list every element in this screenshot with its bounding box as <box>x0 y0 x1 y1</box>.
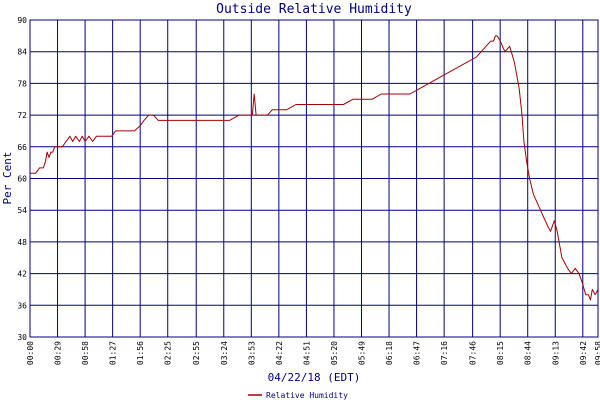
y-tick-label: 72 <box>17 111 27 120</box>
y-tick-label: 54 <box>17 206 27 215</box>
y-tick-label: 30 <box>17 333 27 342</box>
x-tick-label: 02:25 <box>164 341 173 365</box>
x-tick-label: 08:15 <box>496 341 505 365</box>
x-tick-label: 08:44 <box>524 341 533 365</box>
x-tick-label: 02:55 <box>192 341 201 365</box>
x-axis-ticks: 00:00 00:29 00:58 01:27 01:56 02:25 02:55 03:24… <box>26 341 600 365</box>
y-tick-label: 42 <box>17 270 27 279</box>
x-tick-label: 03:53 <box>247 341 256 365</box>
y-tick-label: 36 <box>17 301 27 310</box>
y-tick-label: 84 <box>17 48 27 57</box>
series-group <box>30 35 599 301</box>
series-line-relative-humidity <box>30 35 599 301</box>
y-axis-ticks: 30 36 42 48 54 60 66 72 78 84 90 <box>17 16 27 342</box>
y-tick-label: 66 <box>17 143 27 152</box>
x-tick-label: 09:13 <box>551 341 560 365</box>
x-tick-label: 05:49 <box>357 341 366 365</box>
x-tick-label: 00:00 <box>26 341 35 365</box>
y-tick-label: 90 <box>17 16 27 25</box>
x-axis-label: 04/22/18 (EDT) <box>268 371 361 384</box>
x-tick-label: 00:29 <box>54 341 63 365</box>
x-tick-label: 00:58 <box>81 341 90 365</box>
chart-title: Outside Relative Humidity <box>216 2 412 17</box>
x-tick-label: 04:51 <box>302 341 311 365</box>
legend: Relative Humidity <box>248 391 348 400</box>
x-tick-label: 03:24 <box>220 341 229 365</box>
y-axis-label: Per Cent <box>1 152 14 205</box>
legend-label: Relative Humidity <box>266 391 348 400</box>
x-tick-label: 07:16 <box>440 341 449 365</box>
x-tick-label: 06:18 <box>385 341 394 365</box>
x-tick-label: 01:56 <box>136 341 145 365</box>
x-tick-label: 09:42 <box>579 341 588 365</box>
x-tick-label: 07:46 <box>469 341 478 365</box>
x-tick-label: 09:58 <box>594 341 600 365</box>
x-tick-label: 01:27 <box>109 341 118 365</box>
plot-frame <box>29 19 599 338</box>
y-tick-label: 60 <box>17 175 27 184</box>
x-tick-label: 06:47 <box>413 341 422 365</box>
x-tick-label: 04:22 <box>275 341 284 365</box>
y-tick-label: 78 <box>17 79 27 88</box>
y-tick-label: 48 <box>17 238 27 247</box>
x-tick-label: 05:20 <box>330 341 339 365</box>
